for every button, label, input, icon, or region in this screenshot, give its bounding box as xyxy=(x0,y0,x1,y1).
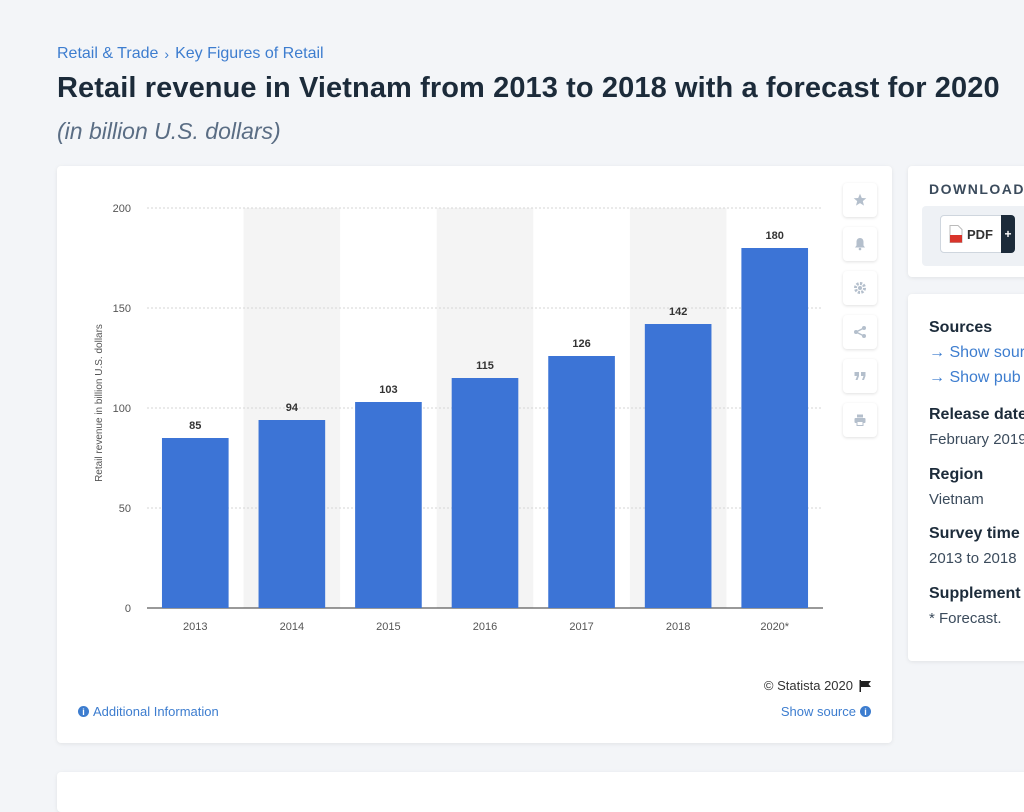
credit-text: © Statista 2020 xyxy=(763,678,853,693)
release-date-value: February 2019 xyxy=(929,431,1024,448)
x-tick-label: 2018 xyxy=(666,621,690,633)
data-label: 142 xyxy=(669,306,687,318)
bar-chart: 0 50 100 150 200 85 2013 94 2014 103 2015 115 2016 12… xyxy=(94,203,823,633)
x-tick-label: 2014 xyxy=(280,621,304,633)
y-tick-label: 50 xyxy=(119,503,131,515)
download-title: DOWNLOAD xyxy=(929,181,1024,197)
show-sources-link[interactable]: → Show sour xyxy=(929,344,1024,361)
flag-icon[interactable] xyxy=(859,679,872,692)
show-publisher-link[interactable]: → Show pub xyxy=(929,369,1021,386)
survey-time-heading: Survey time xyxy=(929,525,1020,542)
x-tick-label: 2017 xyxy=(569,621,593,633)
region-heading: Region xyxy=(929,466,984,483)
bar xyxy=(258,420,326,608)
breadcrumb: Retail & Trade › Key Figures of Retail xyxy=(57,45,324,63)
x-tick-label: 2016 xyxy=(473,621,497,633)
page-subtitle: (in billion U.S. dollars) xyxy=(57,118,281,144)
pdf-file-icon xyxy=(949,225,963,243)
bar xyxy=(355,402,422,608)
y-tick-label: 100 xyxy=(113,403,131,415)
pdf-label: PDF xyxy=(967,226,993,242)
show-source-label: Show source xyxy=(780,704,856,719)
bar xyxy=(741,248,809,608)
x-tick-label: 2015 xyxy=(376,621,400,633)
bell-icon[interactable] xyxy=(843,227,877,261)
region-value: Vietnam xyxy=(929,491,984,508)
info-icon: i xyxy=(78,706,89,717)
statistic-info-card: Sources → Show sour → Show pub Release d… xyxy=(908,294,1024,661)
data-label: 115 xyxy=(476,360,494,372)
gear-icon[interactable] xyxy=(843,271,877,305)
survey-time-value: 2013 to 2018 xyxy=(929,550,1017,567)
data-label: 94 xyxy=(286,402,299,414)
download-card: DOWNLOAD PDF + xyxy=(908,166,1024,277)
supplementary-value: * Forecast. xyxy=(929,610,1002,627)
data-label: 85 xyxy=(189,420,201,432)
additional-information-link[interactable]: i Additional Information xyxy=(78,704,219,719)
bar xyxy=(548,356,615,608)
show-source-link[interactable]: Show source i xyxy=(781,704,871,719)
y-tick-label: 150 xyxy=(113,303,131,315)
download-area: PDF + xyxy=(922,206,1024,266)
share-icon[interactable] xyxy=(843,315,877,349)
supplementary-heading: Supplement xyxy=(929,585,1021,602)
release-date-heading: Release date xyxy=(929,406,1024,423)
page-title: Retail revenue in Vietnam from 2013 to 2… xyxy=(57,72,1000,104)
y-tick-label: 200 xyxy=(113,203,131,215)
data-label: 126 xyxy=(572,338,590,350)
statista-credit: © Statista 2020 xyxy=(764,678,872,693)
print-icon[interactable] xyxy=(843,403,877,437)
x-tick-label: 2013 xyxy=(183,621,207,633)
breadcrumb-item-key-figures[interactable]: Key Figures of Retail xyxy=(175,45,324,62)
additional-information-label: Additional Information xyxy=(93,704,219,719)
star-icon[interactable] xyxy=(843,183,877,217)
pdf-download-button[interactable]: PDF + xyxy=(940,215,1015,253)
bar xyxy=(451,378,519,608)
pdf-plus-button[interactable]: + xyxy=(1001,215,1015,253)
bar xyxy=(644,324,712,608)
chart-card: 0 50 100 150 200 85 2013 94 2014 103 2015 115 2016 12… xyxy=(57,166,892,743)
bar xyxy=(161,438,229,608)
breadcrumb-separator: › xyxy=(164,46,170,62)
sources-heading: Sources xyxy=(929,319,993,336)
breadcrumb-item-retail-trade[interactable]: Retail & Trade xyxy=(57,45,159,62)
y-tick-label: 0 xyxy=(125,603,131,615)
bottom-card xyxy=(57,772,1024,812)
data-label: 180 xyxy=(766,230,784,242)
x-tick-label: 2020* xyxy=(760,621,789,633)
data-label: 103 xyxy=(379,384,397,396)
quote-icon[interactable] xyxy=(843,359,877,393)
y-axis-title: Retail revenue in billion U.S. dollars xyxy=(94,324,105,482)
info-icon: i xyxy=(860,706,871,717)
